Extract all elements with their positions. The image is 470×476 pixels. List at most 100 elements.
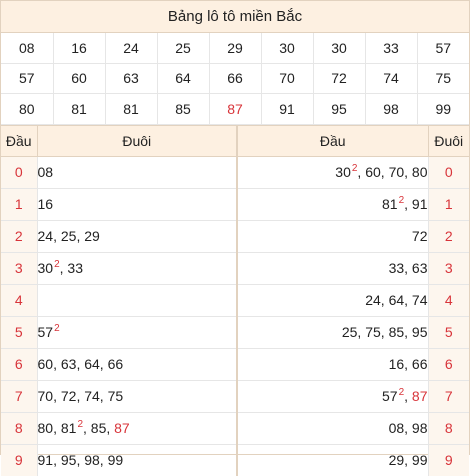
duoi-index-right: 1 — [427, 187, 469, 221]
duoi-index-right: 5 — [427, 315, 469, 349]
dau-index-left: 6 — [1, 347, 38, 381]
loto-number: 98 — [84, 452, 100, 468]
dau-values-cell — [36, 283, 238, 317]
dau-values-cell: 91, 95, 98, 99 — [36, 443, 238, 476]
numbers-row: 80 81 81 85 87 91 95 98 99 — [1, 93, 469, 125]
numbers-grid: 08 16 24 25 29 30 30 33 57 57 60 63 64 66 70 72 74 75 80 81… — [1, 33, 469, 125]
loto-number: 72 — [60, 388, 77, 404]
number-cell: 99 — [416, 93, 469, 125]
loto-number: 60 — [365, 164, 381, 180]
number-cell: 81 — [104, 93, 158, 125]
loto-number: 63 — [411, 260, 428, 276]
duoi-index-right: 2 — [427, 219, 469, 253]
dau-index-left: 2 — [1, 219, 38, 253]
repeat-count: 2 — [77, 419, 83, 430]
loto-number: 99 — [411, 452, 428, 468]
number-cell: 25 — [156, 33, 210, 64]
number-cell: 30 — [312, 33, 366, 64]
number-cell: 08 — [1, 33, 54, 64]
duoi-values-cell: 16, 66 — [236, 347, 429, 381]
loto-number: 75 — [107, 388, 124, 404]
duoi-index-right: 9 — [427, 443, 469, 476]
dau-duoi-row: 4 24, 64, 74 4 — [1, 283, 469, 317]
header-duoi-left: Đuôi — [36, 124, 238, 157]
dau-index-left: 0 — [1, 155, 38, 189]
repeat-count: 2 — [398, 195, 405, 206]
dau-duoi-row: 2 24, 25, 29 72 2 — [1, 219, 469, 253]
loto-number: 95 — [60, 452, 77, 468]
number-cell: 74 — [364, 62, 418, 94]
number-cell: 98 — [364, 93, 418, 125]
duoi-index-right: 6 — [427, 347, 469, 381]
loto-number: 30 — [335, 164, 351, 180]
dau-index-left: 8 — [1, 411, 38, 445]
loto-number: 81 — [382, 196, 398, 212]
header-dau-right: Đầu — [236, 124, 429, 157]
number-cell: 81 — [52, 93, 106, 125]
loto-number: 98 — [411, 420, 428, 436]
numbers-row: 08 16 24 25 29 30 30 33 57 — [1, 33, 469, 64]
duoi-index-right: 0 — [427, 155, 469, 189]
loto-number: 66 — [411, 356, 428, 372]
number-cell: 66 — [208, 62, 262, 94]
duoi-index-right: 8 — [427, 411, 469, 445]
dau-values-cell: 16 — [36, 187, 238, 221]
number-cell: 60 — [52, 62, 106, 94]
duoi-values-cell: 24, 64, 74 — [236, 283, 429, 317]
repeat-count: 2 — [398, 387, 405, 398]
dau-duoi-row: 1 16 812, 91 1 — [1, 187, 469, 221]
loto-number: 30 — [37, 260, 54, 276]
header-duoi-right: Đuôi — [427, 124, 469, 157]
loto-number: 85 — [90, 420, 107, 436]
loto-number: 08 — [37, 164, 54, 180]
loto-number: 72 — [411, 228, 428, 244]
number-cell: 95 — [312, 93, 366, 125]
dau-index-left: 1 — [1, 187, 38, 221]
dau-index-left: 9 — [1, 443, 38, 476]
dau-values-cell: 24, 25, 29 — [36, 219, 238, 253]
loto-number: 16 — [37, 196, 54, 212]
number-cell: 87 — [208, 93, 262, 125]
loto-number: 24 — [365, 292, 381, 308]
number-cell: 29 — [208, 33, 262, 64]
loto-number: 08 — [388, 420, 405, 436]
dau-index-left: 3 — [1, 251, 38, 285]
number-cell: 33 — [364, 33, 418, 64]
loto-number: 16 — [388, 356, 405, 372]
dau-duoi-row: 7 70, 72, 74, 75 572, 87 7 — [1, 379, 469, 413]
dau-duoi-row: 0 08 302, 60, 70, 80 0 — [1, 155, 469, 189]
dau-duoi-table: Đầu Đuôi Đầu Đuôi 0 08 302, 60, 70, 80 0 1 16… — [1, 124, 469, 476]
loto-number: 91 — [37, 452, 54, 468]
number-cell: 16 — [52, 33, 106, 64]
dau-duoi-row: 5 572 25, 75, 85, 95 5 — [1, 315, 469, 349]
loto-number: 87 — [114, 420, 130, 436]
repeat-count: 2 — [54, 259, 60, 270]
loto-number: 74 — [411, 292, 428, 308]
dau-values-cell: 08 — [36, 155, 238, 189]
dau-duoi-row: 6 60, 63, 64, 66 16, 66 6 — [1, 347, 469, 381]
number-cell: 30 — [260, 33, 314, 64]
loto-number: 29 — [388, 452, 405, 468]
loto-number: 25 — [60, 228, 77, 244]
number-cell: 63 — [104, 62, 158, 94]
loto-number: 85 — [388, 324, 405, 340]
dau-index-left: 4 — [1, 283, 38, 317]
duoi-values-cell: 302, 60, 70, 80 — [236, 155, 429, 189]
duoi-values-cell: 25, 75, 85, 95 — [236, 315, 429, 349]
loto-number: 29 — [84, 228, 100, 244]
dau-values-cell: 70, 72, 74, 75 — [36, 379, 238, 413]
dau-values-cell: 80, 812, 85, 87 — [36, 411, 238, 445]
loto-number: 64 — [84, 356, 100, 372]
number-cell: 24 — [104, 33, 158, 64]
number-cell: 72 — [312, 62, 366, 94]
loto-number: 75 — [365, 324, 381, 340]
number-cell: 85 — [156, 93, 210, 125]
loto-number: 91 — [411, 196, 428, 212]
numbers-row: 57 60 63 64 66 70 72 74 75 — [1, 62, 469, 94]
loto-number: 81 — [60, 420, 77, 436]
header-dau-left: Đầu — [1, 124, 38, 157]
duoi-values-cell: 08, 98 — [236, 411, 429, 445]
number-cell: 64 — [156, 62, 210, 94]
loto-number: 70 — [388, 164, 405, 180]
